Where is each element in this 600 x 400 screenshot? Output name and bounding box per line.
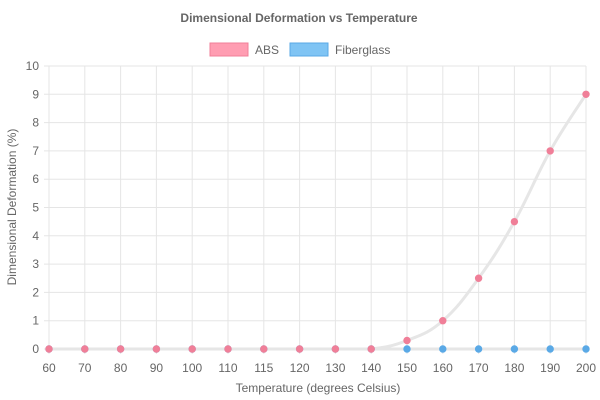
y-tick-label: 7	[32, 144, 39, 158]
x-tick-label: 100	[182, 361, 202, 375]
x-tick-label: 160	[433, 361, 453, 375]
y-axis-label: Dimensional Deformation (%)	[5, 129, 19, 286]
x-tick-label: 120	[290, 361, 310, 375]
legend-swatch	[289, 42, 329, 57]
data-point-fiberglass[interactable]	[474, 345, 483, 353]
data-point-abs[interactable]	[295, 345, 304, 353]
x-tick-label: 150	[397, 361, 417, 375]
series-lines	[47, 92, 588, 351]
legend-swatch	[209, 42, 249, 57]
data-point-abs[interactable]	[260, 345, 268, 353]
data-point-abs[interactable]	[439, 317, 447, 325]
data-point-fiberglass[interactable]	[403, 345, 411, 353]
y-tick-label: 8	[32, 116, 39, 130]
y-tick-label: 9	[32, 87, 39, 101]
data-point-abs[interactable]	[510, 217, 519, 226]
y-axis-ticks: 0 1 2 3 4 5 6 7 8 9 10	[26, 59, 40, 356]
data-point-abs[interactable]	[546, 147, 554, 155]
y-tick-label: 3	[32, 257, 39, 271]
x-tick-label: 180	[504, 361, 524, 375]
data-point-fiberglass[interactable]	[510, 345, 519, 353]
data-point-abs[interactable]	[224, 345, 232, 353]
chart-grid	[44, 65, 587, 354]
x-tick-label: 60	[42, 361, 56, 375]
x-tick-label: 170	[469, 361, 489, 375]
legend: ABS Fiberglass	[209, 42, 390, 57]
series-line-abs	[47, 92, 588, 351]
y-tick-label: 1	[32, 314, 39, 328]
legend-label: Fiberglass	[335, 43, 390, 57]
x-axis-ticks: 60 70 80 90 100 110 115 120 130 140 150 160 170 180 19…	[42, 361, 596, 375]
data-point-abs[interactable]	[116, 345, 125, 353]
x-tick-label: 70	[78, 361, 92, 375]
series-points	[45, 90, 590, 353]
data-point-abs[interactable]	[367, 345, 375, 353]
x-tick-label: 115	[254, 361, 273, 375]
x-tick-label: 190	[540, 361, 560, 375]
x-tick-label: 90	[150, 361, 164, 375]
legend-item-abs[interactable]: ABS	[209, 42, 279, 57]
data-point-fiberglass[interactable]	[582, 345, 590, 353]
data-point-abs[interactable]	[81, 345, 89, 353]
data-point-abs[interactable]	[152, 345, 161, 353]
data-point-abs[interactable]	[582, 90, 590, 99]
data-point-abs[interactable]	[45, 345, 53, 353]
data-point-fiberglass[interactable]	[546, 345, 554, 353]
x-tick-label: 110	[218, 361, 237, 375]
x-tick-label: 80	[114, 361, 128, 375]
data-point-fiberglass[interactable]	[439, 345, 447, 353]
chart-title: Dimensional Deformation vs Temperature	[180, 11, 417, 25]
y-tick-label: 2	[32, 285, 39, 299]
x-tick-label: 200	[576, 361, 596, 375]
y-tick-label: 10	[26, 59, 40, 73]
y-tick-label: 0	[32, 342, 39, 356]
data-point-abs[interactable]	[474, 274, 483, 282]
data-point-abs[interactable]	[331, 345, 340, 353]
data-point-abs[interactable]	[188, 345, 196, 353]
data-point-abs[interactable]	[403, 336, 411, 345]
x-tick-label: 140	[361, 361, 381, 375]
legend-label: ABS	[255, 43, 279, 57]
x-axis-label: Temperature (degrees Celsius)	[236, 381, 401, 395]
y-tick-label: 6	[32, 172, 39, 186]
legend-item-fiberglass[interactable]: Fiberglass	[289, 42, 390, 57]
y-tick-label: 4	[32, 229, 39, 243]
x-tick-label: 130	[325, 361, 345, 375]
y-tick-label: 5	[32, 201, 39, 215]
